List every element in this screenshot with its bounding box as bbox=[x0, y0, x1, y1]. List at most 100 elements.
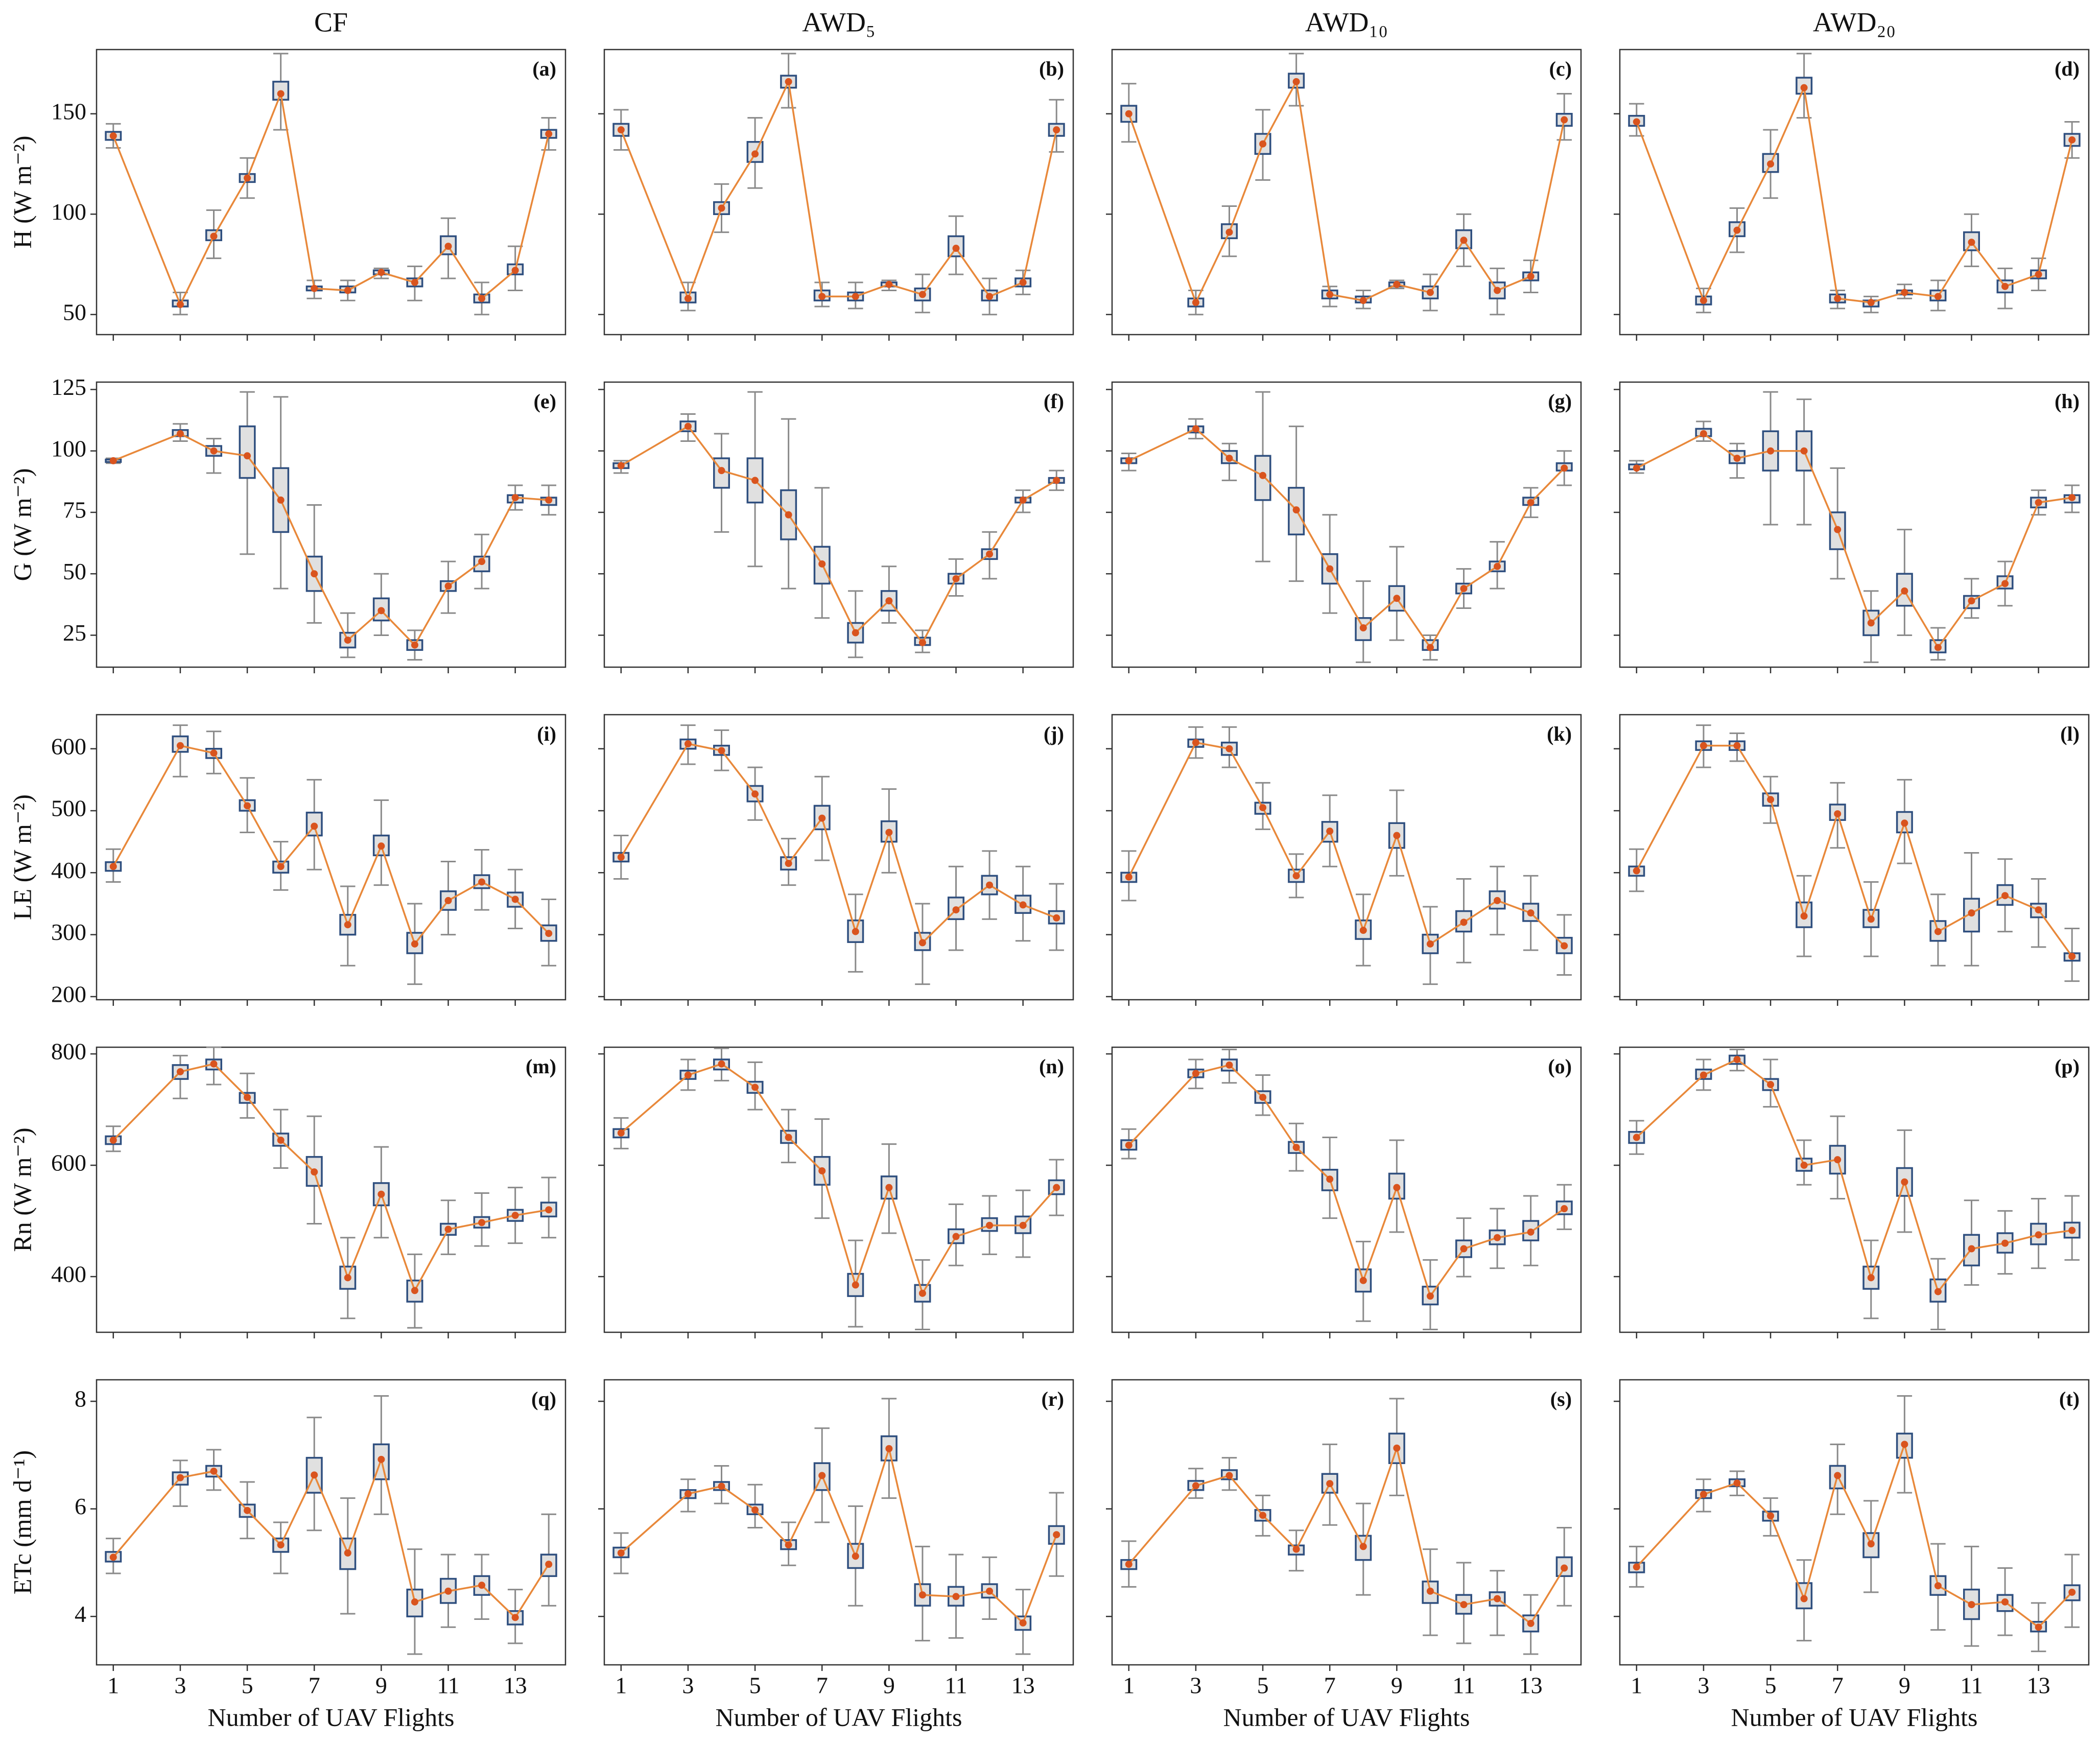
y-tick-label: 75 bbox=[63, 497, 86, 523]
box bbox=[981, 1583, 998, 1599]
mean-dot bbox=[718, 747, 725, 755]
mean-dot bbox=[852, 629, 859, 637]
mean-dot bbox=[1259, 140, 1267, 148]
mean-dot bbox=[1561, 116, 1568, 124]
mean-dot bbox=[1633, 1563, 1640, 1571]
mean-dot bbox=[1733, 742, 1741, 749]
box bbox=[1489, 890, 1506, 910]
mean-dot bbox=[1834, 1472, 1842, 1479]
mean-dot bbox=[1359, 297, 1367, 304]
mean-dot bbox=[511, 267, 519, 274]
panel-label: (l) bbox=[2060, 722, 2080, 745]
column-title: AWD₂₀ bbox=[1813, 7, 1896, 37]
mean-line bbox=[1636, 84, 2073, 303]
mean-dot bbox=[918, 1591, 926, 1599]
mean-dot bbox=[1867, 619, 1875, 627]
mean-line bbox=[620, 743, 1057, 945]
y-tick-label: 100 bbox=[51, 435, 86, 461]
y-axis-label: G (W m⁻²) bbox=[8, 468, 36, 581]
panel-label: (q) bbox=[531, 1387, 556, 1410]
panel-label: (c) bbox=[1549, 57, 1572, 80]
mean-dot bbox=[444, 582, 452, 590]
mean-dot bbox=[918, 939, 926, 947]
mean-dot bbox=[2001, 1598, 2009, 1606]
mean-dot bbox=[1460, 237, 1468, 244]
mean-dot bbox=[377, 269, 385, 276]
mean-dot bbox=[1192, 1070, 1199, 1077]
mean-dot bbox=[952, 906, 960, 914]
plot-frame bbox=[1111, 49, 1582, 336]
panel: (j) bbox=[598, 714, 1074, 1006]
mean-dot bbox=[1767, 1512, 1775, 1520]
mean-dot bbox=[952, 245, 960, 252]
mean-dot bbox=[1901, 289, 1908, 296]
panel-label: (s) bbox=[1550, 1387, 1572, 1410]
mean-dot bbox=[1867, 915, 1875, 923]
mean-dot bbox=[818, 1472, 826, 1479]
mean-dot bbox=[1968, 1245, 1975, 1253]
panel-label: (i) bbox=[537, 722, 556, 745]
mean-dot bbox=[986, 1587, 994, 1595]
mean-dot bbox=[1934, 928, 1942, 935]
mean-dot bbox=[818, 560, 826, 568]
mean-dot bbox=[478, 1219, 486, 1227]
mean-dot bbox=[344, 1274, 351, 1282]
mean-dot bbox=[1633, 118, 1640, 126]
mean-dot bbox=[411, 1287, 418, 1294]
mean-dot bbox=[545, 496, 553, 504]
panel-label: (r) bbox=[1042, 1387, 1064, 1410]
mean-dot bbox=[684, 422, 692, 430]
panel-label: (p) bbox=[2055, 1055, 2080, 1078]
mean-dot bbox=[1800, 1595, 1808, 1603]
panel: 400 600 800 Rn (W m⁻²) (m) bbox=[8, 1039, 567, 1338]
mean-dot bbox=[210, 232, 218, 240]
box bbox=[1796, 901, 1813, 928]
box bbox=[1321, 1473, 1338, 1494]
x-tick-label: 11 bbox=[945, 1673, 967, 1699]
mean-dot bbox=[444, 243, 452, 250]
mean-dot bbox=[411, 1598, 418, 1606]
panel: 200 300 400 500 600 LE (W m⁻²) (i) bbox=[8, 714, 567, 1007]
column-title: AWD₁₀ bbox=[1305, 7, 1388, 37]
mean-dot bbox=[244, 1094, 251, 1101]
mean-dot bbox=[1901, 1178, 1908, 1186]
mean-dot bbox=[1867, 1274, 1875, 1282]
mean-dot bbox=[1019, 1221, 1027, 1229]
mean-dot bbox=[478, 878, 486, 886]
x-tick-label: 3 bbox=[1697, 1673, 1709, 1699]
mean-dot bbox=[377, 1190, 385, 1198]
mean-dot bbox=[1426, 289, 1434, 296]
mean-dot bbox=[176, 1068, 184, 1075]
x-tick-label: 13 bbox=[1011, 1673, 1035, 1699]
plot-frame bbox=[1619, 1046, 2090, 1333]
mean-dot bbox=[1494, 287, 1501, 294]
mean-dot bbox=[751, 1084, 759, 1091]
mean-dot bbox=[1225, 228, 1233, 236]
mean-dot bbox=[1834, 526, 1842, 533]
mean-dot bbox=[885, 1184, 893, 1191]
panel-label: (k) bbox=[1547, 722, 1572, 745]
panel-label: (t) bbox=[2059, 1387, 2080, 1410]
mean-dot bbox=[1225, 455, 1233, 462]
mean-dot bbox=[2035, 1231, 2042, 1239]
x-tick-label: 7 bbox=[1832, 1673, 1844, 1699]
panel-label: (d) bbox=[2055, 57, 2080, 80]
mean-line bbox=[1636, 744, 2073, 957]
mean-dot bbox=[244, 1506, 251, 1514]
y-tick-label: 125 bbox=[51, 374, 86, 400]
mean-line bbox=[1128, 428, 1565, 649]
plot-frame bbox=[603, 1046, 1074, 1333]
mean-dot bbox=[1259, 1094, 1267, 1101]
y-tick-label: 400 bbox=[51, 857, 86, 883]
panel: (p) bbox=[1614, 1046, 2090, 1338]
box bbox=[1388, 1172, 1405, 1200]
mean-dot bbox=[344, 1549, 351, 1557]
mean-dot bbox=[818, 814, 826, 822]
mean-dot bbox=[1867, 1540, 1875, 1548]
plot-frame bbox=[603, 714, 1074, 1001]
panel: (n) bbox=[598, 1046, 1074, 1338]
mean-dot bbox=[1426, 940, 1434, 948]
mean-dot bbox=[311, 570, 318, 578]
